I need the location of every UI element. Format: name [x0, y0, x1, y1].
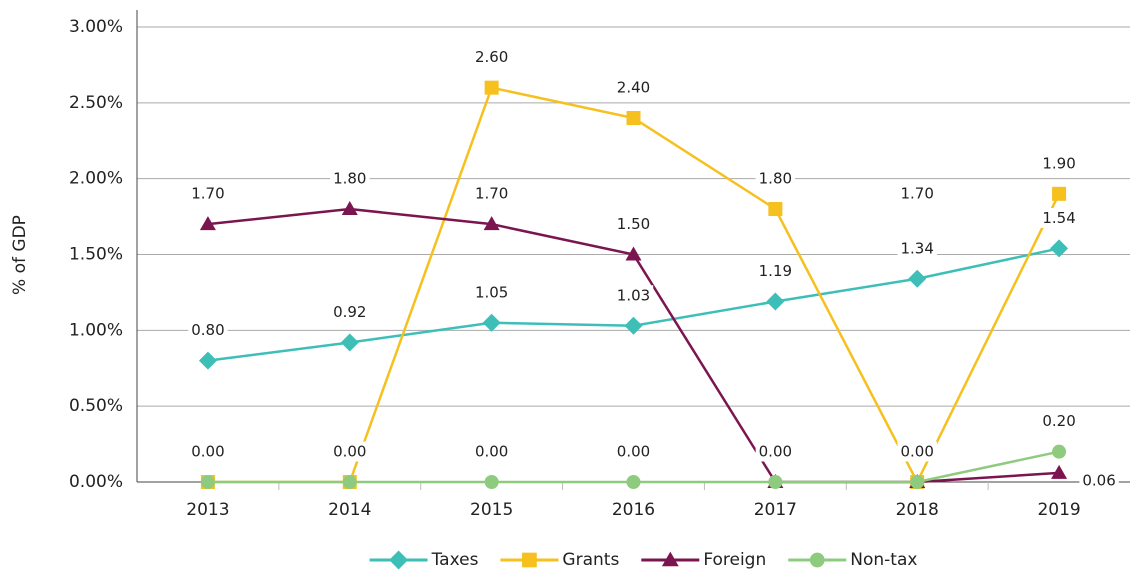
label-bg — [1039, 153, 1079, 174]
label-bg — [613, 285, 654, 306]
label-bg — [1039, 207, 1079, 228]
marker — [522, 552, 537, 568]
y-tick-label: 2.50% — [69, 93, 123, 113]
label-bg — [188, 183, 228, 204]
x-tick-label: 2013 — [186, 500, 229, 520]
data-label: 0.00 — [759, 443, 792, 461]
legend-label: Non-tax — [850, 550, 917, 570]
label-bg — [330, 441, 370, 462]
data-label: 0.00 — [191, 443, 224, 461]
marker — [626, 111, 641, 125]
y-tick-label: 2.00% — [69, 169, 123, 189]
data-label: 1.34 — [901, 239, 934, 257]
label-bg — [755, 261, 796, 282]
x-tick-label: 2019 — [1037, 500, 1080, 520]
label-bg — [613, 214, 654, 234]
marker — [341, 201, 358, 215]
data-label: 0.80 — [191, 321, 224, 339]
marker — [340, 333, 359, 352]
label-bg — [471, 282, 512, 303]
data-label: 2.60 — [475, 48, 508, 66]
marker — [198, 351, 217, 370]
label-bg — [330, 168, 370, 189]
marker — [768, 202, 783, 216]
data-label: 1.90 — [1042, 154, 1075, 172]
marker — [661, 551, 679, 567]
data-label: 1.54 — [1042, 209, 1075, 227]
marker — [1050, 239, 1069, 258]
marker — [809, 552, 825, 568]
legend: Taxes Grants Foreign Non-tax — [369, 550, 917, 570]
label-bg — [471, 441, 512, 462]
label-bg — [613, 441, 654, 462]
label-bg — [471, 47, 512, 68]
x-tick-label: 2017 — [754, 500, 797, 520]
y-tick-label: 0.00% — [69, 472, 123, 492]
label-bg — [188, 320, 228, 341]
data-label: 1.05 — [475, 283, 508, 301]
y-tick-label: 0.50% — [69, 396, 123, 416]
y-tick-label: 3.00% — [69, 17, 123, 37]
label-bg — [1039, 411, 1079, 432]
marker — [200, 475, 215, 489]
label-bg — [755, 168, 796, 189]
legend-label: Foreign — [703, 550, 766, 570]
x-tick-label: 2014 — [328, 500, 371, 520]
data-label: 1.70 — [475, 185, 508, 203]
label-bg — [897, 441, 937, 462]
data-label: 1.19 — [759, 262, 792, 280]
marker — [342, 475, 357, 489]
marker — [766, 292, 785, 311]
marker — [625, 246, 642, 261]
marker — [626, 475, 641, 489]
marker — [484, 80, 499, 95]
data-label: 0.00 — [617, 443, 650, 461]
legend-label: Taxes — [431, 550, 479, 570]
label-bg — [755, 441, 796, 462]
marker — [389, 550, 409, 570]
label-bg — [613, 77, 654, 98]
data-label: 1.50 — [617, 215, 650, 233]
marker — [482, 313, 501, 332]
data-label: 0.00 — [475, 443, 508, 461]
x-tick-label: 2016 — [612, 500, 655, 520]
marker — [768, 475, 783, 489]
data-label: 0.92 — [333, 303, 366, 321]
marker — [1051, 464, 1068, 479]
label-bg — [897, 238, 937, 259]
marker — [1052, 444, 1067, 459]
data-label: 1.70 — [901, 185, 934, 203]
marker — [908, 269, 927, 288]
marker — [199, 216, 216, 231]
marker — [1052, 186, 1067, 201]
data-label: 0.20 — [1042, 412, 1075, 430]
x-tick-label: 2018 — [896, 500, 939, 520]
x-tick-label: 2015 — [470, 500, 513, 520]
data-label: 1.80 — [759, 170, 792, 188]
marker — [910, 475, 925, 489]
label-bg — [897, 183, 937, 204]
series-line — [207, 86, 1061, 485]
data-label: 0.06 — [1082, 471, 1115, 489]
label-bg — [330, 301, 370, 322]
marker — [484, 475, 499, 489]
marker — [483, 216, 500, 231]
legend-label: Grants — [562, 550, 619, 570]
y-tick-label: 1.00% — [69, 320, 123, 340]
y-tick-label: 1.50% — [69, 245, 123, 265]
y-axis-label: % of GDP — [10, 215, 30, 295]
marker — [624, 316, 643, 335]
label-bg — [1079, 470, 1119, 491]
data-label: 0.00 — [901, 443, 934, 461]
data-label: 1.80 — [333, 170, 366, 188]
label-bg — [471, 183, 512, 204]
data-label: 2.40 — [617, 79, 650, 97]
label-bg — [188, 441, 228, 462]
data-label: 1.70 — [191, 185, 224, 203]
data-label: 1.03 — [617, 286, 650, 304]
data-label: 0.00 — [333, 443, 366, 461]
